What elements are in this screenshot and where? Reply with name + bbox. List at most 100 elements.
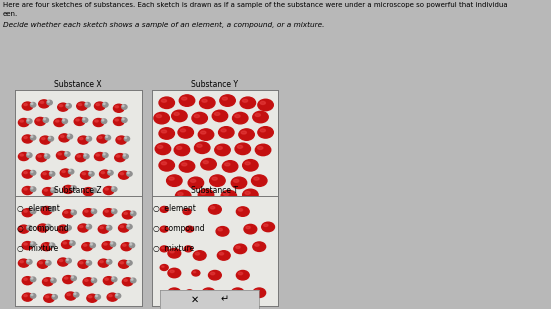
Circle shape <box>72 276 73 278</box>
Ellipse shape <box>186 290 193 296</box>
Ellipse shape <box>234 179 239 182</box>
Text: ↵: ↵ <box>220 295 228 305</box>
Ellipse shape <box>78 136 89 144</box>
Ellipse shape <box>104 209 114 217</box>
Ellipse shape <box>202 99 207 102</box>
Ellipse shape <box>118 224 129 232</box>
Circle shape <box>27 119 29 121</box>
Circle shape <box>123 154 128 159</box>
Ellipse shape <box>208 270 222 280</box>
Circle shape <box>91 188 96 193</box>
Ellipse shape <box>253 288 266 298</box>
Circle shape <box>51 188 56 193</box>
Ellipse shape <box>168 288 181 298</box>
Circle shape <box>74 292 79 297</box>
Ellipse shape <box>54 118 64 127</box>
Ellipse shape <box>62 171 65 172</box>
Ellipse shape <box>198 189 214 201</box>
Ellipse shape <box>22 102 33 110</box>
Ellipse shape <box>223 161 238 172</box>
Ellipse shape <box>82 243 93 251</box>
Text: ○  compound: ○ compound <box>17 224 68 233</box>
Ellipse shape <box>85 279 88 281</box>
Ellipse shape <box>255 144 271 156</box>
Circle shape <box>127 260 132 265</box>
Ellipse shape <box>240 97 256 108</box>
Ellipse shape <box>201 159 217 170</box>
Ellipse shape <box>40 136 51 144</box>
Circle shape <box>52 295 57 299</box>
Ellipse shape <box>161 208 164 209</box>
Ellipse shape <box>24 188 27 190</box>
Ellipse shape <box>44 279 47 281</box>
Ellipse shape <box>22 209 33 217</box>
Ellipse shape <box>172 110 187 122</box>
Circle shape <box>67 226 68 227</box>
Ellipse shape <box>192 112 207 124</box>
Circle shape <box>66 258 71 263</box>
Title: Substance X: Substance X <box>55 80 102 89</box>
Circle shape <box>50 243 55 248</box>
Ellipse shape <box>105 278 109 280</box>
Circle shape <box>66 226 71 230</box>
Ellipse shape <box>192 270 200 276</box>
Ellipse shape <box>210 175 225 186</box>
Ellipse shape <box>258 99 273 111</box>
Ellipse shape <box>201 191 206 194</box>
Circle shape <box>67 104 68 106</box>
Circle shape <box>71 276 77 281</box>
Circle shape <box>30 135 36 140</box>
Ellipse shape <box>105 188 109 190</box>
Ellipse shape <box>39 100 50 108</box>
Ellipse shape <box>214 112 220 116</box>
Ellipse shape <box>37 260 48 268</box>
Circle shape <box>85 103 88 104</box>
Circle shape <box>106 136 107 138</box>
Ellipse shape <box>22 277 33 285</box>
Ellipse shape <box>160 206 168 212</box>
Ellipse shape <box>225 163 230 166</box>
Ellipse shape <box>24 171 27 174</box>
Ellipse shape <box>204 290 208 292</box>
Ellipse shape <box>88 296 92 298</box>
Ellipse shape <box>233 290 237 292</box>
Ellipse shape <box>99 137 102 138</box>
Ellipse shape <box>79 262 83 264</box>
Ellipse shape <box>44 189 47 191</box>
Ellipse shape <box>218 228 223 231</box>
Circle shape <box>108 171 113 175</box>
Ellipse shape <box>262 222 274 232</box>
Circle shape <box>85 103 90 107</box>
Circle shape <box>66 104 71 108</box>
Ellipse shape <box>253 242 266 252</box>
Circle shape <box>46 225 48 226</box>
Circle shape <box>122 105 124 107</box>
Circle shape <box>112 209 117 214</box>
Ellipse shape <box>216 226 229 236</box>
Ellipse shape <box>63 242 67 244</box>
Ellipse shape <box>191 179 196 182</box>
Ellipse shape <box>161 130 166 133</box>
Ellipse shape <box>60 260 63 262</box>
Circle shape <box>106 260 112 264</box>
Text: ✕: ✕ <box>191 295 198 305</box>
Circle shape <box>45 154 47 156</box>
Ellipse shape <box>233 112 248 124</box>
Ellipse shape <box>210 272 215 275</box>
Ellipse shape <box>101 171 105 174</box>
Ellipse shape <box>97 135 107 143</box>
Ellipse shape <box>123 244 126 246</box>
Ellipse shape <box>100 226 103 229</box>
Ellipse shape <box>36 119 40 121</box>
Circle shape <box>127 172 129 174</box>
Ellipse shape <box>41 206 52 214</box>
Ellipse shape <box>253 111 268 123</box>
Circle shape <box>74 293 76 294</box>
Ellipse shape <box>58 153 62 155</box>
Ellipse shape <box>124 212 127 214</box>
Circle shape <box>103 103 105 104</box>
Circle shape <box>127 171 132 176</box>
Ellipse shape <box>24 278 27 280</box>
Ellipse shape <box>105 210 109 212</box>
Circle shape <box>26 119 32 124</box>
